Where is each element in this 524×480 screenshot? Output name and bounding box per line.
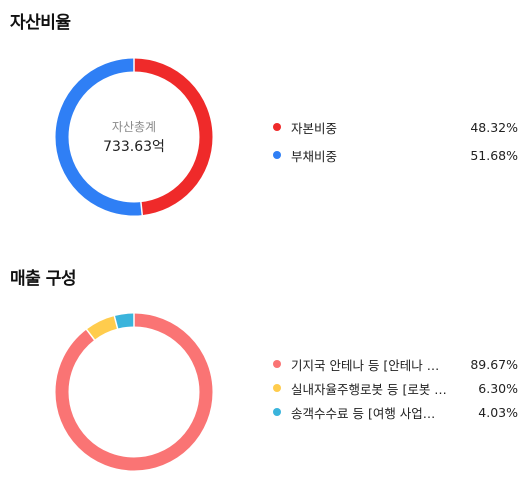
legend-item-debt[interactable]: 부채비중 51.68%	[270, 141, 518, 169]
legend-item-travel[interactable]: 송객수수료 등 [여행 사업… 4.03%	[270, 400, 518, 424]
legend-label: 자본비중	[291, 120, 338, 136]
legend-label: 송객수수료 등 [여행 사업…	[291, 405, 436, 421]
legend-label: 기지국 안테나 등 [안테나 …	[291, 357, 440, 373]
sales-composition-donut	[55, 312, 213, 471]
legend-label: 실내자율주행로봇 등 [로봇 …	[291, 381, 447, 397]
legend-value: 48.32%	[470, 119, 518, 135]
legend-dot	[273, 384, 281, 392]
section-title-sales-composition: 매출 구성	[10, 269, 76, 289]
sales-composition-legend: 기지국 안테나 등 [안테나 … 89.67% 실내자율주행로봇 등 [로봇 ……	[270, 352, 518, 424]
asset-ratio-legend: 자본비중 48.32% 부채비중 51.68%	[270, 113, 518, 169]
legend-label: 부채비중	[291, 148, 338, 164]
legend-dot	[273, 123, 281, 131]
legend-value: 51.68%	[470, 147, 518, 163]
asset-ratio-donut	[55, 57, 213, 217]
legend-value: 4.03%	[478, 404, 518, 420]
total-assets-value: 733.63억	[103, 139, 165, 155]
legend-dot	[273, 151, 281, 159]
legend-item-robot[interactable]: 실내자율주행로봇 등 [로봇 … 6.30%	[270, 376, 518, 400]
legend-value: 6.30%	[478, 380, 518, 396]
sales-composition-slice-0[interactable]	[55, 313, 213, 471]
legend-item-antenna[interactable]: 기지국 안테나 등 [안테나 … 89.67%	[270, 352, 518, 376]
sales-composition-slice-separator	[85, 328, 96, 342]
section-title-asset-ratio: 자산비율	[10, 13, 71, 33]
legend-dot	[273, 408, 281, 416]
asset-ratio-slice-separator	[140, 201, 144, 217]
legend-value: 89.67%	[470, 356, 518, 372]
sales-composition-slice-separator	[113, 314, 119, 330]
total-assets-caption: 자산총계	[111, 120, 157, 134]
legend-item-equity[interactable]: 자본비중 48.32%	[270, 113, 518, 141]
legend-dot	[273, 360, 281, 368]
